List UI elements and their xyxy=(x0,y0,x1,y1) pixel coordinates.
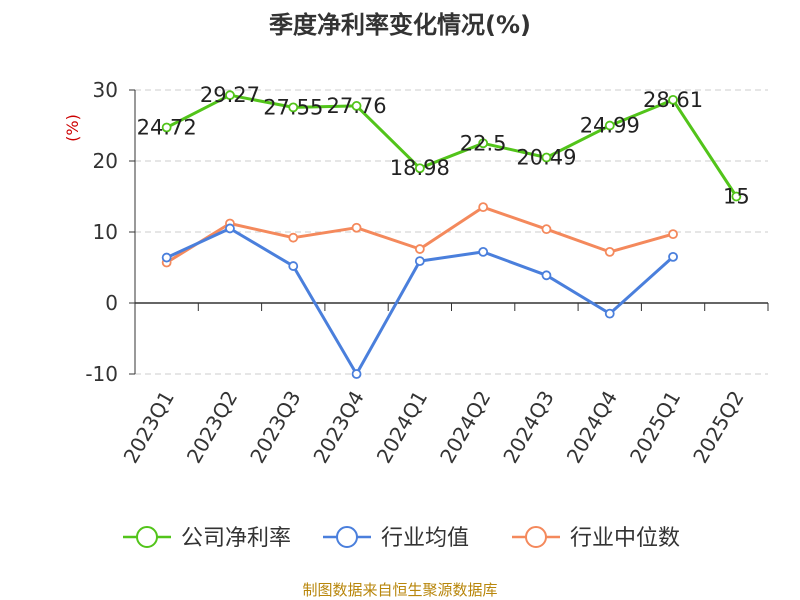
legend-marker xyxy=(136,526,158,548)
point-industry-median xyxy=(288,232,299,243)
data-label: 29.27 xyxy=(200,83,260,107)
point-company-net-margin xyxy=(668,94,678,105)
legend-marker xyxy=(336,526,358,548)
data-label: 18.98 xyxy=(390,156,450,180)
point-company-net-margin xyxy=(604,120,615,131)
point-industry-median xyxy=(414,244,425,254)
point-company-net-margin xyxy=(288,102,299,113)
point-industry-mean xyxy=(225,223,235,234)
y-tick-label: 10 xyxy=(93,220,118,244)
point-company-net-margin xyxy=(161,122,172,133)
data-label: 27.55 xyxy=(263,95,323,119)
point-industry-mean xyxy=(288,261,299,271)
series-lines xyxy=(161,90,742,379)
series-line-company-net-margin xyxy=(166,93,738,198)
point-company-net-margin xyxy=(478,138,489,149)
point-industry-median xyxy=(351,222,362,233)
y-axis-ticks: 30 20 10 0 -10 xyxy=(85,78,136,386)
point-industry-mean xyxy=(478,246,489,257)
point-company-net-margin xyxy=(351,101,362,111)
y-tick-label: 30 xyxy=(93,78,118,102)
point-company-net-margin xyxy=(414,163,425,174)
x-tick-label: 2023Q2 xyxy=(182,387,242,468)
y-axis-label: (%) xyxy=(63,114,82,142)
data-label: 24.99 xyxy=(580,114,640,138)
y-tick-label: 20 xyxy=(93,149,118,173)
x-tick-label: 2024Q1 xyxy=(372,387,432,468)
x-tick-label: 2023Q1 xyxy=(119,387,179,468)
data-label: 28.61 xyxy=(643,88,703,112)
point-industry-median xyxy=(541,224,552,235)
legend-marker xyxy=(525,526,547,548)
point-industry-mean xyxy=(668,251,678,262)
data-label: 22.5 xyxy=(460,131,507,155)
point-industry-mean xyxy=(351,369,362,379)
y-tick-label: 0 xyxy=(105,291,118,315)
data-label: 24.72 xyxy=(137,115,197,139)
x-tick-label: 2024Q3 xyxy=(498,387,558,468)
x-tick-label: 2023Q4 xyxy=(308,387,368,468)
point-industry-median xyxy=(604,246,615,257)
data-label: 15 xyxy=(723,185,750,209)
point-industry-median xyxy=(478,202,489,213)
point-industry-mean xyxy=(161,252,172,263)
legend: 公司净利率 行业均值 行业中位数 xyxy=(123,526,680,551)
grid-lines xyxy=(135,89,768,375)
data-label: 27.76 xyxy=(326,94,386,118)
data-label: 20.49 xyxy=(516,146,576,170)
point-industry-mean xyxy=(414,256,425,267)
x-tick-label: 2025Q2 xyxy=(688,387,748,468)
legend-label: 行业中位数 xyxy=(570,526,680,551)
point-industry-median xyxy=(668,229,678,240)
point-industry-mean xyxy=(541,270,552,281)
point-company-net-margin xyxy=(541,152,552,163)
point-industry-mean xyxy=(604,308,615,319)
point-company-net-margin xyxy=(731,191,742,202)
x-tick-label: 2025Q1 xyxy=(625,387,685,468)
x-tick-label: 2024Q4 xyxy=(562,387,622,468)
x-axis: 2023Q1 2023Q2 2023Q3 2023Q4 2024Q1 2024Q2 2024… xyxy=(119,302,769,468)
x-tick-label: 2023Q3 xyxy=(245,387,305,468)
source-note: 制图数据来自恒生聚源数据库 xyxy=(302,581,497,599)
chart-title: 季度净利率变化情况(%) xyxy=(269,11,531,39)
x-tick-label: 2024Q2 xyxy=(435,387,495,468)
point-company-net-margin xyxy=(225,90,235,101)
y-tick-label: -10 xyxy=(85,362,118,386)
legend-label: 行业均值 xyxy=(381,526,469,551)
legend-label: 公司净利率 xyxy=(181,526,291,551)
